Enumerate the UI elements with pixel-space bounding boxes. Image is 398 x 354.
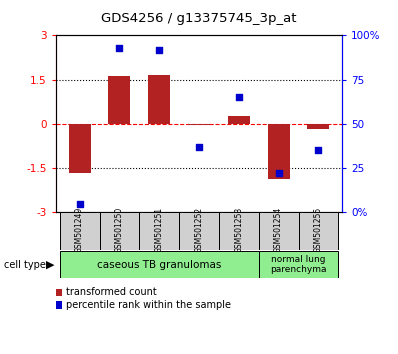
Bar — [259, 251, 338, 278]
Text: GSM501254: GSM501254 — [274, 207, 283, 253]
Point — [315, 148, 322, 153]
Bar — [267, 124, 289, 179]
Bar — [228, 116, 250, 124]
Text: normal lung
parenchyma: normal lung parenchyma — [270, 255, 327, 274]
Text: percentile rank within the sample: percentile rank within the sample — [66, 300, 231, 310]
Bar — [259, 212, 298, 250]
Bar — [298, 212, 338, 250]
Text: GSM501250: GSM501250 — [115, 207, 124, 253]
Bar — [60, 251, 259, 278]
Bar — [69, 124, 91, 172]
Point — [275, 171, 282, 176]
Point — [76, 201, 83, 206]
Point — [236, 95, 242, 100]
Text: transformed count: transformed count — [66, 287, 156, 297]
Bar — [179, 212, 219, 250]
Text: GSM501251: GSM501251 — [155, 207, 164, 253]
Text: GSM501253: GSM501253 — [234, 207, 243, 253]
Text: GSM501255: GSM501255 — [314, 207, 323, 253]
Bar — [100, 212, 139, 250]
Point — [116, 45, 123, 51]
Bar — [108, 76, 130, 124]
Text: ▶: ▶ — [46, 259, 54, 270]
Text: cell type: cell type — [4, 259, 46, 270]
Point — [156, 47, 162, 52]
Bar — [219, 212, 259, 250]
Bar — [60, 212, 100, 250]
Point — [196, 144, 202, 150]
Bar — [307, 124, 329, 129]
Bar — [188, 124, 210, 125]
Text: GSM501252: GSM501252 — [195, 207, 203, 253]
Bar — [148, 75, 170, 124]
Text: GDS4256 / g13375745_3p_at: GDS4256 / g13375745_3p_at — [101, 12, 297, 25]
Bar — [139, 212, 179, 250]
Text: caseous TB granulomas: caseous TB granulomas — [97, 259, 221, 270]
Text: GSM501249: GSM501249 — [75, 207, 84, 253]
